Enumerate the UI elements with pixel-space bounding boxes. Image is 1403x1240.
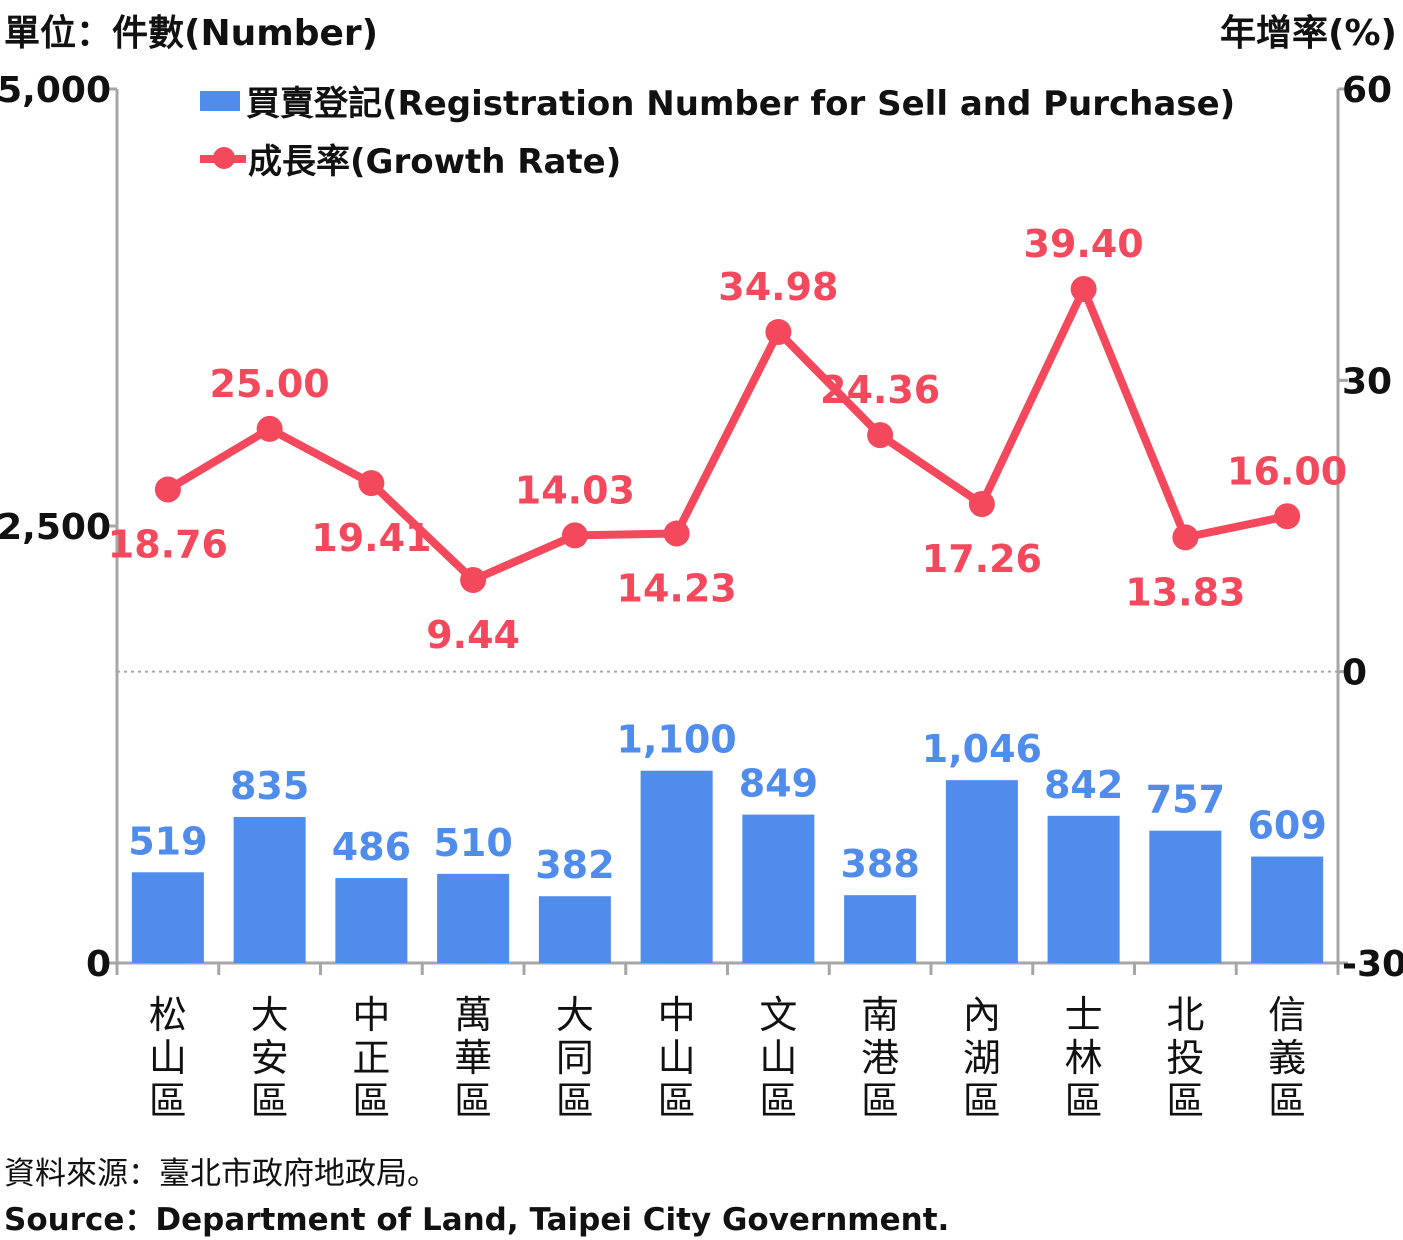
right-tick-label: 30 [1342,361,1392,402]
bar-value-label: 609 [1247,804,1326,848]
bar [742,814,815,963]
growth-rate-point [968,491,995,518]
bar-value-label: 519 [128,819,207,863]
growth-rate-point [358,470,385,497]
bar-value-label: 388 [840,842,919,886]
growth-rate-point [765,318,792,345]
bar-value-label: 757 [1146,778,1225,822]
right-tick-label: 60 [1342,70,1392,111]
bar-value-label: 510 [433,821,512,865]
growth-rate-label: 13.83 [1125,570,1245,614]
growth-rate-label: 14.23 [617,566,737,610]
category-label: 中正區 [352,993,390,1123]
growth-rate-label: 25.00 [210,362,330,406]
legend-item-bar: 買賣登記(Registration Number for Sell and Pu… [200,76,1235,125]
category-label: 大同區 [556,993,594,1123]
bar-legend-label: 買賣登記(Registration Number for Sell and Pu… [246,84,1236,124]
bar [233,817,306,963]
left-tick-label: 5,000 [0,70,111,111]
bar [844,895,917,963]
growth-rate-point [460,566,487,593]
category-label: 松山區 [149,993,187,1123]
bar-legend-swatch [200,90,240,111]
category-label: 萬華區 [454,993,492,1123]
growth-rate-line [165,285,1288,584]
growth-rate-label: 18.76 [108,522,228,566]
bar [1047,815,1120,963]
bar [538,896,611,963]
growth-rate-label: 14.03 [515,468,635,512]
left-axis-unit: 單位：件數(Number) [4,13,379,54]
bar [640,770,713,963]
growth-rate-label: 24.36 [820,368,940,412]
growth-rate-point [256,415,283,442]
legend-item-line: 成長率(Growth Rate) [200,134,621,183]
bar [437,873,510,963]
bar-value-label: 1,100 [617,718,737,762]
line-legend-swatch [200,146,246,169]
growth-rate-point [1274,503,1301,530]
growth-rate-point [1070,276,1097,303]
left-tick-label: 2,500 [0,507,111,548]
line-legend-label: 成長率(Growth Rate) [248,142,622,182]
growth-rate-label: 16.00 [1227,449,1347,493]
source-note-zh: 資料來源：臺北市政府地政局。 [4,1156,438,1192]
growth-rate-point [867,422,894,449]
bar [131,872,204,963]
category-label: 信義區 [1268,993,1306,1123]
bar [1149,830,1222,963]
category-label: 中山區 [658,993,696,1123]
bar-value-label: 486 [332,825,411,869]
right-tick-label: -30 [1342,944,1403,985]
category-label: 內湖區 [963,993,1001,1123]
growth-rate-label: 39.40 [1024,222,1144,266]
growth-rate-label: 9.44 [426,613,520,657]
category-label: 文山區 [759,993,797,1123]
category-label: 北投區 [1166,993,1204,1123]
bar-value-label: 842 [1044,763,1123,807]
bar-value-label: 1,046 [922,727,1042,771]
bar-value-label: 382 [535,843,614,887]
right-axis-unit: 年增率(%) [1220,13,1397,54]
growth-rate-point [561,522,588,549]
growth-rate-label: 19.41 [311,516,431,560]
growth-rate-point [663,520,690,547]
growth-rate-point [1172,524,1199,551]
bar-value-label: 849 [739,762,818,806]
growth-rate-label: 34.98 [718,265,838,309]
source-note-en: Source：Department of Land, Taipei City G… [4,1202,950,1238]
category-label: 士林區 [1065,993,1103,1123]
category-label: 南港區 [861,993,899,1123]
right-tick-label: 0 [1342,653,1367,694]
left-tick-label: 0 [86,944,111,985]
growth-rate-point [154,476,181,503]
bar [335,878,408,963]
bar [945,780,1018,963]
bar-value-label: 835 [230,764,309,808]
category-label: 大安區 [251,993,289,1123]
growth-rate-label: 17.26 [922,537,1042,581]
bar [1251,856,1324,963]
